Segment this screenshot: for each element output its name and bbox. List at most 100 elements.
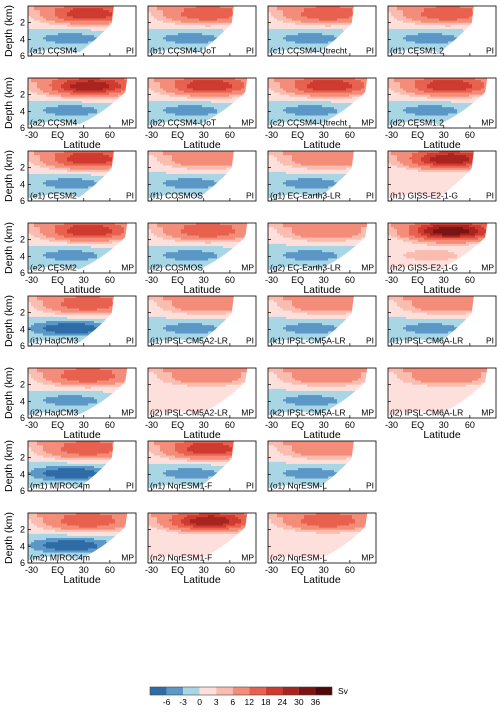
scenario-tag: PI <box>126 481 134 491</box>
panel-frame <box>387 5 497 57</box>
y-tick-label: 2 <box>20 90 25 100</box>
panel: (c1) CCSM4-Utrecht PI <box>267 5 377 57</box>
bathymetry-mask <box>28 513 136 563</box>
panel-frame <box>147 295 257 347</box>
colorbar-swatch <box>282 687 299 695</box>
x-tick-label: 30 <box>199 420 209 430</box>
y-tick-label: 6 <box>20 341 25 351</box>
panel-label: (j1) IPSL-CM5A2-LR <box>150 336 228 346</box>
panel-frame <box>387 222 497 274</box>
panel-label: (d2) CESM1.2 <box>390 118 444 128</box>
x-tick-label: 60 <box>105 565 115 575</box>
colorbar-swatch <box>199 687 217 695</box>
panel-label: (m1) MIROC4m <box>30 481 90 491</box>
x-tick-label: EQ <box>291 565 304 575</box>
x-tick-label: 60 <box>225 420 235 430</box>
y-axis-label: Depth (km) <box>3 367 15 419</box>
bathymetry-mask <box>28 441 136 491</box>
panel-frame <box>267 295 377 347</box>
streamfunction-field <box>268 441 376 491</box>
y-axis: 2 4 6 Depth (km) <box>3 512 25 568</box>
x-axis-label: Latitude <box>63 139 101 151</box>
panel: (g1) EC-Earth3-LR PI <box>267 150 377 202</box>
bathymetry-mask <box>28 78 136 128</box>
x-axis-label: Latitude <box>183 574 221 586</box>
x-axis-label: Latitude <box>63 429 101 441</box>
colorbar-swatch <box>315 687 332 695</box>
x-tick-label: 30 <box>319 275 329 285</box>
colorbar-tick-label: 6 <box>230 697 235 707</box>
streamfunction-field <box>148 223 256 273</box>
bathymetry-mask <box>148 513 256 563</box>
panel-label: (g1) EC-Earth3-LR <box>270 191 341 201</box>
colorbar-unit: Sv <box>338 686 349 696</box>
panel: (j2) IPSL-CM5A2-LR MP -30 EQ 30 60 Latitude <box>145 367 257 441</box>
x-axis-label: Latitude <box>423 429 461 441</box>
panel-frame <box>387 150 497 202</box>
y-tick-label: 2 <box>20 380 25 390</box>
panel-frame <box>27 150 137 202</box>
panel-label: (k2) IPSL-CM5A-LR <box>270 408 346 418</box>
x-axis-label: Latitude <box>183 139 221 151</box>
panel: (j1) IPSL-CM5A2-LR PI <box>147 295 257 347</box>
scenario-tag: MP <box>481 263 494 273</box>
streamfunction-field <box>148 78 256 128</box>
x-tick-label: EQ <box>51 130 64 140</box>
scenario-tag: MP <box>241 118 254 128</box>
x-axis-label: Latitude <box>63 574 101 586</box>
x-tick-label: EQ <box>411 275 424 285</box>
bathymetry-mask <box>148 368 256 418</box>
bathymetry-mask <box>388 78 496 128</box>
x-tick-label: EQ <box>291 275 304 285</box>
y-axis-label: Depth (km) <box>3 440 15 492</box>
panel-label: (c1) CCSM4-Utrecht <box>270 46 348 56</box>
y-tick-label: 6 <box>20 196 25 206</box>
panel: (l2) IPSL-CM6A-LR MP -30 EQ 30 60 Latitude <box>385 367 497 441</box>
x-tick-label: EQ <box>171 565 184 575</box>
panel: (a2) CCSM4 MP -30 EQ 30 60 Latitude <box>25 77 137 151</box>
panel-label: (a2) CCSM4 <box>30 118 78 128</box>
y-tick-label: 6 <box>20 123 25 133</box>
panel: (f2) COSMOS MP -30 EQ 30 60 Latitude <box>145 222 257 296</box>
panel-frame <box>147 222 257 274</box>
x-axis-label: Latitude <box>303 284 341 296</box>
panel-label: (k1) IPSL-CM5A-LR <box>270 336 346 346</box>
panel-label: (h2) GISS-E2-1-G <box>390 263 458 273</box>
panel-label: (o2) NorESM-L <box>270 553 327 563</box>
scenario-tag: MP <box>121 118 134 128</box>
x-tick-label: 60 <box>345 420 355 430</box>
panel-label: (m2) MIROC4m <box>30 553 90 563</box>
panel-label: (e2) CESM2 <box>30 263 77 273</box>
panel: (m1) MIROC4m PI <box>27 440 137 492</box>
streamfunction-field <box>28 78 136 128</box>
x-tick-label: -30 <box>145 130 158 140</box>
x-tick-label: 60 <box>105 275 115 285</box>
panel-label: (n1) NorESM1-F <box>150 481 212 491</box>
panel-frame <box>27 440 137 492</box>
scenario-tag: PI <box>486 46 494 56</box>
bathymetry-mask <box>268 151 376 201</box>
x-tick-label: EQ <box>171 275 184 285</box>
bathymetry-mask <box>268 368 376 418</box>
y-tick-label: 4 <box>20 324 25 334</box>
panel: (g2) EC-Earth3-LR MP -30 EQ 30 60 Latitude <box>265 222 377 296</box>
x-tick-label: 60 <box>345 275 355 285</box>
scenario-tag: PI <box>126 336 134 346</box>
colorbar-tick-label: 12 <box>245 697 255 707</box>
y-tick-label: 2 <box>20 235 25 245</box>
x-axis-label: Latitude <box>303 139 341 151</box>
scenario-tag: PI <box>246 336 254 346</box>
x-tick-label: -30 <box>265 275 278 285</box>
x-tick-label: -30 <box>25 420 38 430</box>
x-tick-label: 30 <box>199 130 209 140</box>
x-tick-label: 30 <box>199 565 209 575</box>
x-tick-label: -30 <box>25 565 38 575</box>
panel-label: (g2) EC-Earth3-LR <box>270 263 341 273</box>
streamfunction-field <box>148 6 256 56</box>
panel-frame <box>267 440 377 492</box>
panel-frame <box>267 5 377 57</box>
bathymetry-mask <box>148 223 256 273</box>
streamfunction-field <box>28 151 136 201</box>
bathymetry-mask <box>388 151 496 201</box>
